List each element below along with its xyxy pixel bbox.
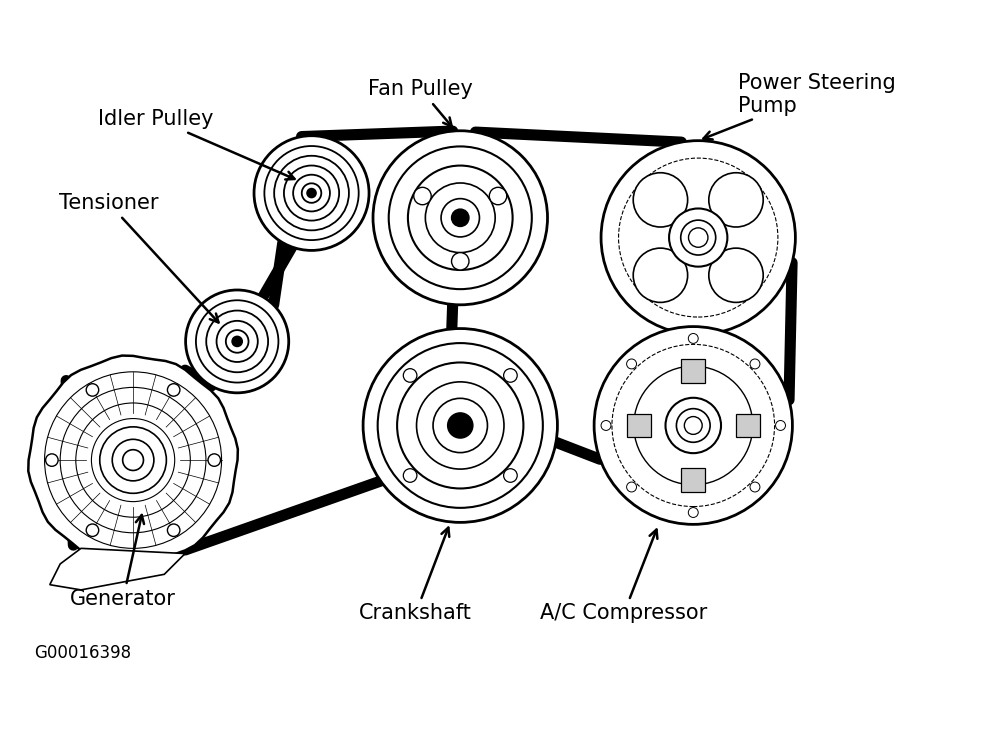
Circle shape (208, 454, 221, 466)
Circle shape (414, 187, 432, 205)
Text: Fan Pulley: Fan Pulley (368, 79, 473, 126)
Circle shape (503, 369, 517, 383)
Circle shape (254, 135, 369, 250)
Circle shape (168, 524, 180, 537)
Circle shape (627, 482, 637, 492)
Circle shape (226, 330, 248, 353)
Circle shape (426, 183, 495, 253)
Circle shape (601, 420, 611, 430)
Circle shape (709, 172, 763, 227)
Bar (682, 468, 705, 491)
Circle shape (685, 417, 702, 435)
Circle shape (594, 327, 793, 525)
Circle shape (417, 382, 504, 469)
Text: G00016398: G00016398 (34, 644, 131, 662)
Circle shape (307, 188, 316, 197)
Circle shape (403, 469, 417, 482)
Text: Tensioner: Tensioner (59, 193, 219, 323)
Circle shape (264, 146, 359, 240)
Circle shape (681, 220, 716, 255)
Circle shape (776, 420, 786, 430)
Polygon shape (50, 548, 185, 590)
Circle shape (447, 413, 473, 438)
Circle shape (633, 248, 688, 302)
Circle shape (168, 384, 180, 396)
Circle shape (302, 183, 322, 203)
Circle shape (86, 384, 99, 396)
Circle shape (689, 507, 698, 517)
Circle shape (601, 141, 796, 334)
Circle shape (503, 469, 517, 482)
Bar (627, 414, 650, 437)
Circle shape (86, 524, 99, 537)
Circle shape (206, 311, 268, 372)
Polygon shape (28, 355, 237, 565)
Circle shape (750, 359, 760, 369)
Circle shape (633, 172, 688, 227)
Circle shape (100, 427, 167, 494)
Circle shape (45, 454, 58, 466)
Circle shape (408, 166, 513, 270)
Circle shape (378, 343, 542, 508)
Circle shape (284, 166, 339, 221)
Circle shape (388, 147, 532, 289)
Circle shape (441, 199, 480, 237)
Circle shape (274, 156, 349, 231)
Circle shape (677, 409, 710, 442)
Circle shape (217, 321, 258, 362)
Circle shape (451, 253, 469, 270)
Circle shape (185, 290, 288, 393)
Text: A/C Compressor: A/C Compressor (541, 529, 707, 624)
Circle shape (689, 333, 698, 343)
Circle shape (689, 228, 708, 247)
Circle shape (363, 329, 557, 522)
Circle shape (232, 336, 242, 346)
Bar (682, 359, 705, 383)
Bar (736, 414, 759, 437)
Text: Crankshaft: Crankshaft (359, 528, 472, 624)
Circle shape (634, 366, 752, 485)
Circle shape (709, 248, 763, 302)
Circle shape (627, 359, 637, 369)
Text: Idler Pulley: Idler Pulley (98, 109, 294, 179)
Circle shape (490, 187, 507, 205)
Circle shape (123, 450, 143, 470)
Circle shape (451, 209, 469, 227)
Circle shape (373, 131, 547, 305)
Circle shape (665, 398, 721, 453)
Circle shape (403, 369, 417, 383)
Circle shape (196, 300, 279, 383)
Circle shape (750, 482, 760, 492)
Circle shape (669, 209, 727, 267)
Text: Power Steering
Pump: Power Steering Pump (703, 73, 896, 139)
Text: Generator: Generator (71, 515, 176, 609)
Circle shape (433, 398, 488, 453)
Circle shape (397, 362, 524, 488)
Circle shape (112, 439, 154, 481)
Circle shape (293, 175, 330, 212)
